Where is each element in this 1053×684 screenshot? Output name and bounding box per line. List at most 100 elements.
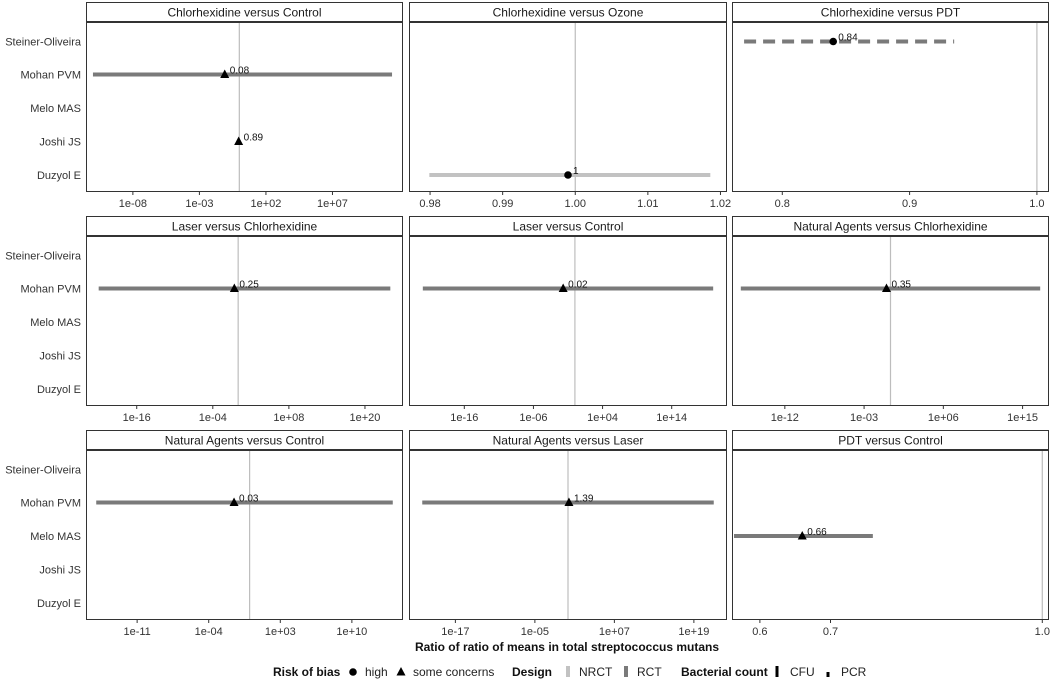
x-tick-label: 1e-17 bbox=[441, 626, 469, 638]
facet-strip-chlorhexidine-versus-ozone bbox=[409, 2, 727, 22]
x-tick-label: 1e+07 bbox=[317, 198, 348, 210]
estimate-label-mohan-pvm: 1.39 bbox=[574, 494, 594, 505]
facet-panel-chlorhexidine-versus-pdt bbox=[732, 22, 1049, 192]
estimate-label-mohan-pvm: 0.02 bbox=[568, 280, 588, 291]
x-tick-label: 1.02 bbox=[710, 198, 731, 210]
study-label-mohan-pvm: Mohan PVM bbox=[20, 498, 81, 510]
x-tick-label: 1.00 bbox=[565, 198, 586, 210]
x-tick-label: 0.9 bbox=[902, 198, 917, 210]
study-label-duzyol-e: Duzyol E bbox=[37, 170, 81, 182]
x-tick-label: 1e-06 bbox=[519, 412, 547, 424]
facet-panel-laser-versus-chlorhexidine bbox=[86, 236, 403, 406]
facet-panel-pdt-versus-control bbox=[732, 450, 1049, 620]
x-tick-label: 1e+10 bbox=[336, 626, 367, 638]
study-label-melo-mas: Melo MAS bbox=[30, 317, 81, 329]
facet-strip-natural-agents-versus-laser bbox=[409, 430, 727, 450]
point-marker-mohan-pvm bbox=[564, 497, 574, 506]
study-label-joshi-js: Joshi JS bbox=[39, 351, 81, 363]
study-label-duzyol-e: Duzyol E bbox=[37, 384, 81, 396]
legend-label-high: high bbox=[365, 665, 388, 679]
facet-strip-pdt-versus-control bbox=[732, 430, 1049, 450]
x-tick-label: 1e+04 bbox=[587, 412, 618, 424]
facet-title-natural-agents-versus-laser: Natural Agents versus Laser bbox=[493, 434, 644, 448]
legend-label-pcr: PCR bbox=[841, 665, 867, 679]
estimate-label-joshi-js: 0.89 bbox=[244, 133, 264, 144]
facet-panel-natural-agents-versus-control bbox=[86, 450, 403, 620]
legend-title-risk-of-bias: Risk of bias bbox=[273, 665, 341, 679]
x-tick-label: 1e-03 bbox=[850, 412, 878, 424]
study-label-steiner-oliveira: Steiner-Oliveira bbox=[5, 465, 82, 477]
x-tick-label: 1e+15 bbox=[1007, 412, 1038, 424]
study-label-joshi-js: Joshi JS bbox=[39, 565, 81, 577]
estimate-label-melo-mas: 0.66 bbox=[807, 527, 827, 538]
facet-title-chlorhexidine-versus-ozone: Chlorhexidine versus Ozone bbox=[493, 6, 644, 20]
x-tick-label: 1e-04 bbox=[199, 412, 227, 424]
facet-title-natural-agents-versus-control: Natural Agents versus Control bbox=[165, 434, 324, 448]
x-tick-label: 1e+08 bbox=[273, 412, 304, 424]
legend-triangle-icon bbox=[396, 667, 406, 676]
facet-title-laser-versus-chlorhexidine: Laser versus Chlorhexidine bbox=[172, 220, 318, 234]
point-marker-mohan-pvm bbox=[558, 283, 568, 292]
estimate-label-duzyol-e: 1 bbox=[573, 166, 579, 177]
study-label-duzyol-e: Duzyol E bbox=[37, 598, 81, 610]
facet-title-chlorhexidine-versus-pdt: Chlorhexidine versus PDT bbox=[821, 6, 961, 20]
x-tick-label: 1e-11 bbox=[123, 626, 150, 638]
facet-title-pdt-versus-control: PDT versus Control bbox=[838, 434, 942, 448]
legend-label-rct: RCT bbox=[637, 665, 662, 679]
estimate-label-steiner-oliveira: 0.84 bbox=[838, 33, 858, 44]
facet-panel-chlorhexidine-versus-ozone bbox=[409, 22, 727, 192]
x-tick-label: 1e+03 bbox=[265, 626, 296, 638]
x-tick-label: 0.7 bbox=[823, 626, 838, 638]
point-marker-steiner-oliveira bbox=[829, 37, 838, 46]
facet-strip-laser-versus-chlorhexidine bbox=[86, 216, 403, 236]
x-tick-label: 1e+19 bbox=[678, 626, 709, 638]
facet-panel-chlorhexidine-versus-control bbox=[86, 22, 403, 192]
estimate-label-mohan-pvm: 0.03 bbox=[239, 494, 259, 505]
x-tick-label: 1e+02 bbox=[250, 198, 281, 210]
x-tick-label: 1e+20 bbox=[350, 412, 381, 424]
facet-panel-laser-versus-control bbox=[409, 236, 727, 406]
x-tick-label: 0.99 bbox=[492, 198, 513, 210]
point-marker-melo-mas bbox=[797, 531, 807, 540]
legend-title-bacterial-count: Bacterial count bbox=[681, 665, 768, 679]
facet-title-laser-versus-control: Laser versus Control bbox=[513, 220, 624, 234]
facet-title-chlorhexidine-versus-control: Chlorhexidine versus Control bbox=[167, 6, 321, 20]
study-label-mohan-pvm: Mohan PVM bbox=[20, 284, 81, 296]
x-tick-label: 1e-04 bbox=[195, 626, 223, 638]
estimate-label-mohan-pvm: 0.25 bbox=[239, 280, 259, 291]
x-tick-label: 1e-05 bbox=[521, 626, 549, 638]
x-tick-label: 1e-16 bbox=[123, 412, 151, 424]
study-label-joshi-js: Joshi JS bbox=[39, 137, 81, 149]
legend-title-design: Design bbox=[512, 665, 552, 679]
facet-strip-natural-agents-versus-control bbox=[86, 430, 403, 450]
x-tick-label: 1.0 bbox=[1029, 198, 1044, 210]
point-marker-duzyol-e bbox=[564, 171, 572, 179]
point-marker-mohan-pvm bbox=[229, 497, 239, 506]
x-tick-label: 1e+14 bbox=[656, 412, 687, 424]
legend-label-cfu: CFU bbox=[790, 665, 815, 679]
study-label-steiner-oliveira: Steiner-Oliveira bbox=[5, 37, 82, 49]
estimate-label-mohan-pvm: 0.08 bbox=[230, 66, 250, 77]
x-axis-title: Ratio of ratio of means in total strepto… bbox=[415, 640, 719, 654]
x-tick-label: 1e+06 bbox=[928, 412, 959, 424]
study-label-mohan-pvm: Mohan PVM bbox=[20, 70, 81, 82]
facet-strip-laser-versus-control bbox=[409, 216, 727, 236]
legend-label-some-concerns: some concerns bbox=[413, 665, 494, 679]
x-tick-label: 0.8 bbox=[775, 198, 790, 210]
facet-panel-natural-agents-versus-laser bbox=[409, 450, 727, 620]
point-marker-mohan-pvm bbox=[229, 283, 239, 292]
x-tick-label: 1.0 bbox=[1035, 626, 1050, 638]
x-tick-label: 1e-03 bbox=[185, 198, 213, 210]
x-tick-label: 1.01 bbox=[637, 198, 658, 210]
x-tick-label: 1e-16 bbox=[450, 412, 478, 424]
facet-title-natural-agents-versus-chlorhexidine: Natural Agents versus Chlorhexidine bbox=[793, 220, 987, 234]
estimate-label-mohan-pvm: 0.35 bbox=[891, 280, 911, 291]
point-marker-mohan-pvm bbox=[220, 69, 230, 78]
x-tick-label: 1e+07 bbox=[599, 626, 630, 638]
x-tick-label: 0.98 bbox=[419, 198, 440, 210]
point-marker-mohan-pvm bbox=[881, 283, 891, 292]
legend-circle-icon bbox=[349, 668, 357, 676]
legend-label-nrct: NRCT bbox=[579, 665, 613, 679]
facet-panel-natural-agents-versus-chlorhexidine bbox=[732, 236, 1049, 406]
